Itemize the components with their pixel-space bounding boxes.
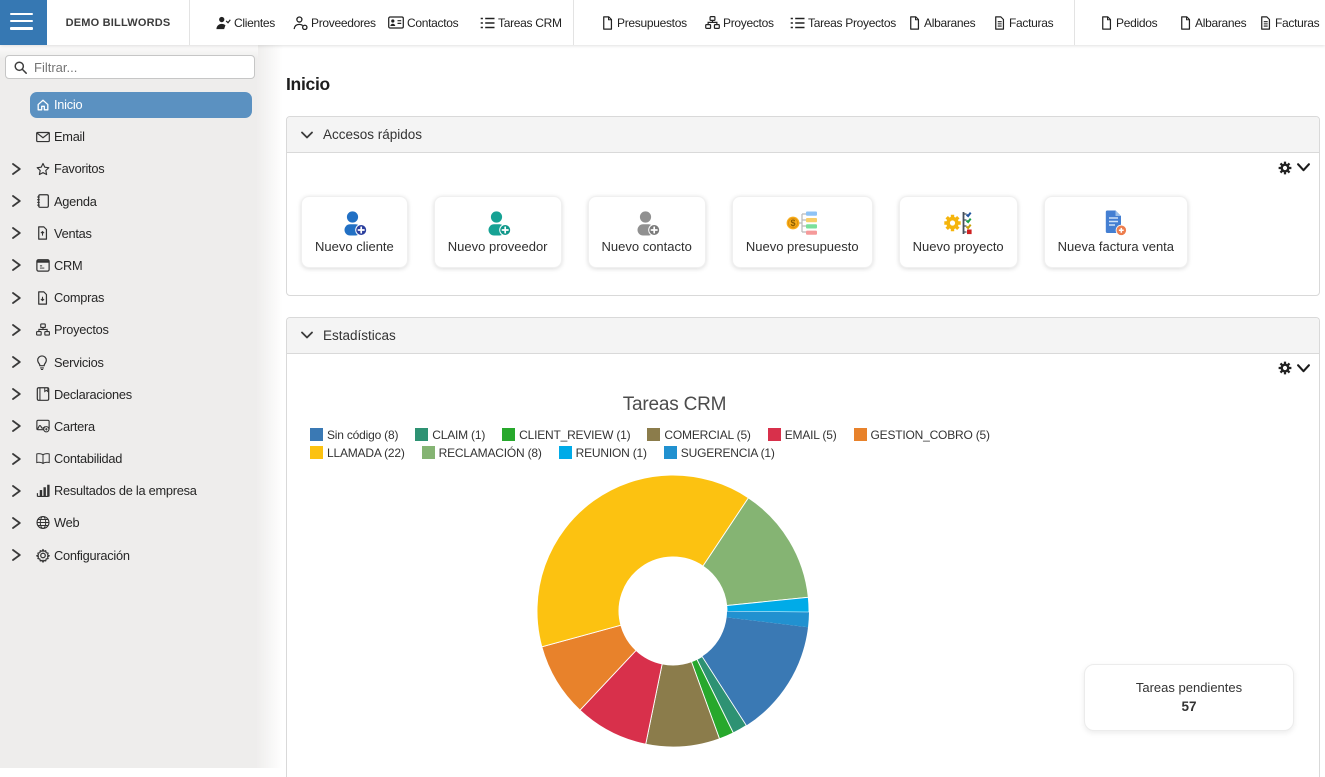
svg-text:$: $ (790, 218, 795, 228)
